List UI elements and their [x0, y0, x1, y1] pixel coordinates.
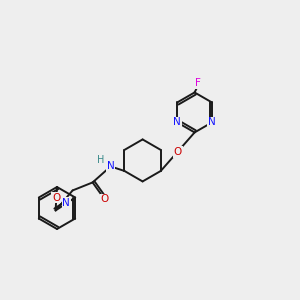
Text: H: H [97, 155, 104, 165]
Text: N: N [208, 117, 216, 128]
Text: O: O [52, 193, 61, 202]
Text: N: N [62, 198, 70, 208]
Text: O: O [100, 194, 109, 204]
Text: N: N [107, 161, 115, 171]
Text: F: F [195, 78, 200, 88]
Text: N: N [173, 117, 181, 128]
Text: O: O [174, 147, 182, 157]
